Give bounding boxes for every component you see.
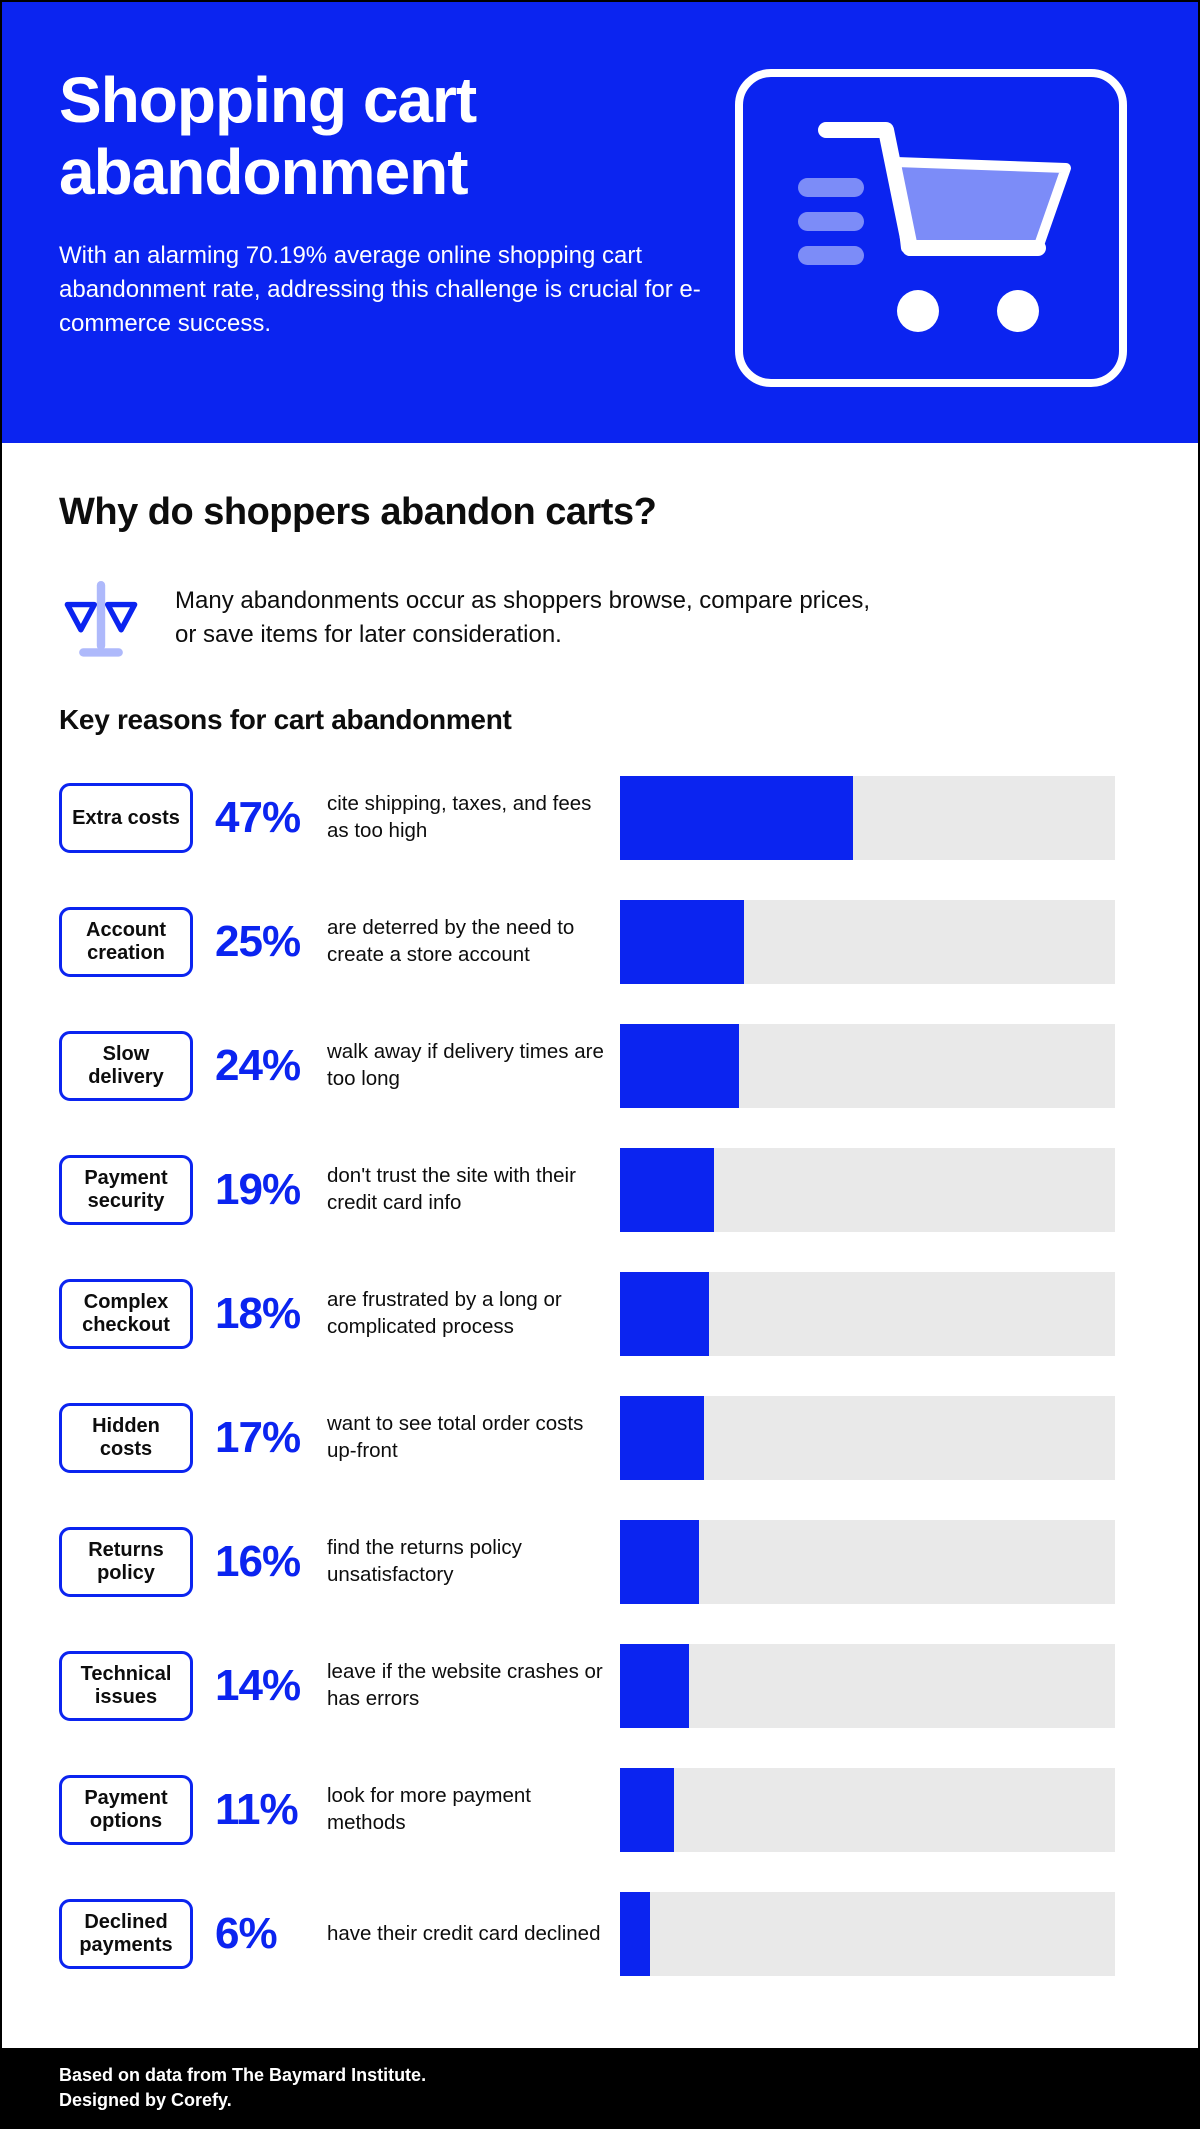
reason-row-payment-options: Payment options 11% look for more paymen… xyxy=(59,1768,1115,1852)
bar-fill xyxy=(620,1272,710,1356)
reason-description: don't trust the site with their credit c… xyxy=(327,1164,576,1214)
reason-label: Declined payments xyxy=(79,1911,173,1956)
header-subtitle: With an alarming 70.19% average online s… xyxy=(59,241,701,337)
reason-description: want to see total order costs up-front xyxy=(327,1412,584,1462)
reason-label: Hidden costs xyxy=(92,1415,160,1460)
bar-fill xyxy=(620,1892,650,1976)
intro-block: Many abandonments occur as shoppers brow… xyxy=(59,576,1115,660)
reason-percent: 19% xyxy=(215,1165,301,1214)
main-content: Why do shoppers abandon carts? Many aban… xyxy=(2,443,1198,1976)
reason-label: Payment security xyxy=(84,1167,168,1212)
bar-track xyxy=(620,1892,1115,1976)
bar-track xyxy=(620,1520,1115,1604)
reason-percent: 11% xyxy=(215,1785,299,1834)
reason-percent: 25% xyxy=(215,917,301,966)
reason-description: find the returns policy unsatisfactory xyxy=(327,1536,522,1586)
footer-source: Based on data from The Baymard Institute… xyxy=(59,2065,427,2085)
intro-text: Many abandonments occur as shoppers brow… xyxy=(175,586,871,648)
reason-label: Extra costs xyxy=(72,806,180,829)
reason-label-box: Account creation xyxy=(59,907,193,977)
reason-label: Payment options xyxy=(84,1787,168,1832)
reason-row-account-creation: Account creation 25% are deterred by the… xyxy=(59,900,1115,984)
footer-credit: Designed by Corefy. xyxy=(59,2090,232,2111)
reason-row-payment-security: Payment security 19% don't trust the sit… xyxy=(59,1148,1115,1232)
balance-scale-icon xyxy=(59,576,143,660)
reason-label: Complex checkout xyxy=(82,1291,170,1336)
bar-track xyxy=(620,1148,1115,1232)
reason-description: have their credit card declined xyxy=(327,1921,601,1945)
reason-description: are frustrated by a long or complicated … xyxy=(327,1288,562,1338)
reason-label-box: Extra costs xyxy=(59,783,193,853)
reason-row-declined-payments: Declined payments 6% have their credit c… xyxy=(59,1892,1115,1976)
shopping-cart-icon xyxy=(734,68,1128,388)
bar-fill xyxy=(620,1148,715,1232)
reason-label-box: Technical issues xyxy=(59,1651,193,1721)
reason-label-box: Hidden costs xyxy=(59,1403,193,1473)
page-title: Shopping cart abandonment xyxy=(59,64,477,209)
reason-percent: 17% xyxy=(215,1413,301,1462)
reason-percent: 18% xyxy=(215,1289,301,1338)
reason-label-box: Returns policy xyxy=(59,1527,193,1597)
reason-label-box: Slow delivery xyxy=(59,1031,193,1101)
reason-label: Account creation xyxy=(86,919,166,964)
reason-label-box: Payment options xyxy=(59,1775,193,1845)
bar-fill xyxy=(620,776,853,860)
reason-row-technical-issues: Technical issues 14% leave if the websit… xyxy=(59,1644,1115,1728)
reason-percent: 16% xyxy=(215,1537,301,1586)
bar-fill xyxy=(620,1024,739,1108)
bar-track xyxy=(620,1644,1115,1728)
reason-row-hidden-costs: Hidden costs 17% want to see total order… xyxy=(59,1396,1115,1480)
reason-row-returns-policy: Returns policy 16% find the returns poli… xyxy=(59,1520,1115,1604)
reason-description: leave if the website crashes or has erro… xyxy=(327,1660,603,1710)
reason-row-complex-checkout: Complex checkout 18% are frustrated by a… xyxy=(59,1272,1115,1356)
bar-fill xyxy=(620,1520,700,1604)
reasons-list: Extra costs 47% cite shipping, taxes, an… xyxy=(59,776,1115,1976)
reason-label: Technical issues xyxy=(80,1663,172,1708)
bar-track xyxy=(620,1272,1115,1356)
bar-fill xyxy=(620,1644,690,1728)
reason-label: Returns policy xyxy=(88,1539,164,1584)
reason-percent: 14% xyxy=(215,1661,301,1710)
bar-track xyxy=(620,900,1115,984)
bar-fill xyxy=(620,900,744,984)
reason-label: Slow delivery xyxy=(88,1043,164,1088)
header: Shopping cart abandonment With an alarmi… xyxy=(2,2,1198,443)
bar-fill xyxy=(620,1768,675,1852)
reason-label-box: Declined payments xyxy=(59,1899,193,1969)
chart-title: Key reasons for cart abandonment xyxy=(59,704,512,735)
reason-percent: 6% xyxy=(215,1909,278,1958)
bar-track xyxy=(620,1396,1115,1480)
reason-row-slow-delivery: Slow delivery 24% walk away if delivery … xyxy=(59,1024,1115,1108)
reason-percent: 47% xyxy=(215,793,301,842)
reason-label-box: Payment security xyxy=(59,1155,193,1225)
reason-description: look for more payment methods xyxy=(327,1784,531,1834)
reason-description: cite shipping, taxes, and fees as too hi… xyxy=(327,792,592,842)
bar-track xyxy=(620,776,1115,860)
reason-label-box: Complex checkout xyxy=(59,1279,193,1349)
bar-fill xyxy=(620,1396,705,1480)
reason-row-extra-costs: Extra costs 47% cite shipping, taxes, an… xyxy=(59,776,1115,860)
section-heading: Why do shoppers abandon carts? xyxy=(59,491,657,533)
reason-description: are deterred by the need to create a sto… xyxy=(327,916,575,966)
reason-percent: 24% xyxy=(215,1041,301,1090)
bar-track xyxy=(620,1024,1115,1108)
footer: Based on data from The Baymard Institute… xyxy=(2,2048,1198,2127)
bar-track xyxy=(620,1768,1115,1852)
reason-description: walk away if delivery times are too long xyxy=(327,1040,604,1090)
